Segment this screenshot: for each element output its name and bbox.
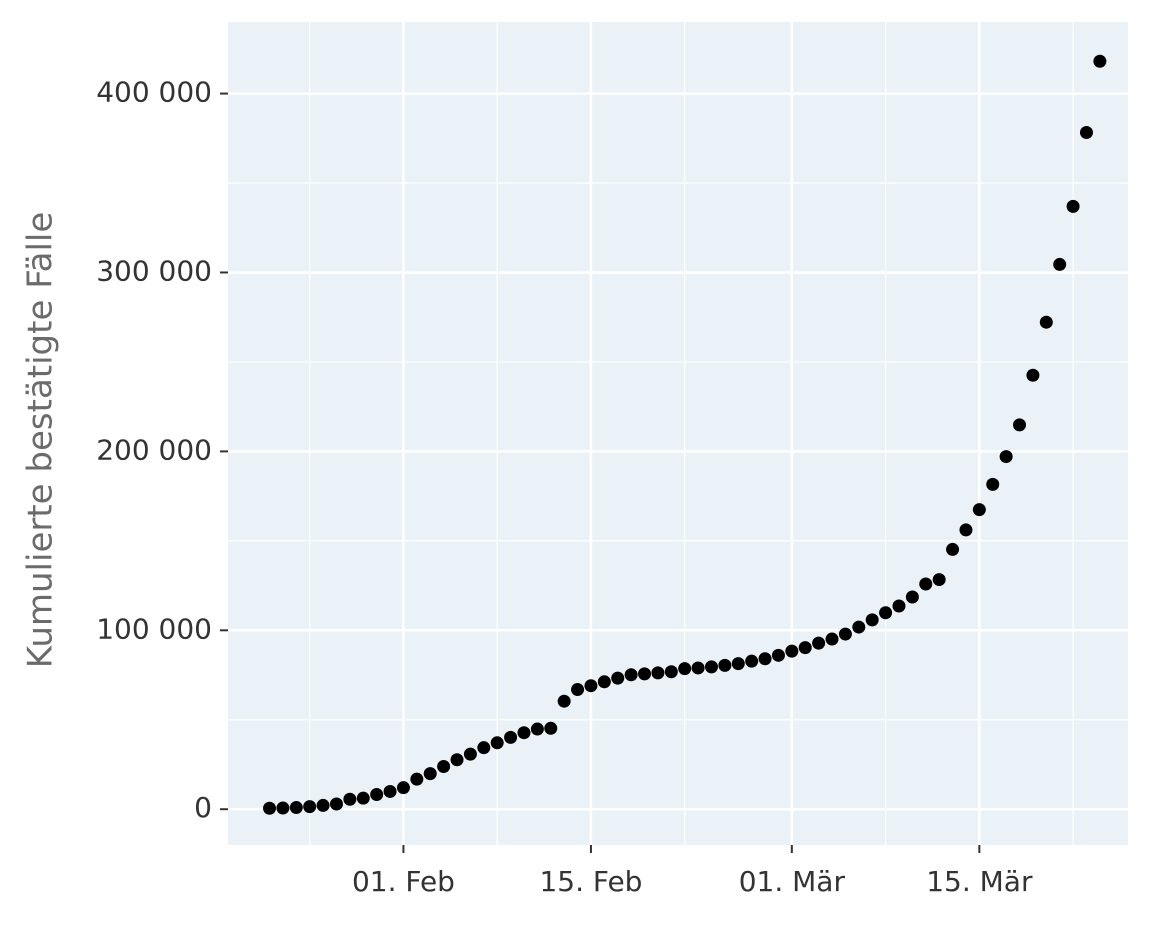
point bbox=[691, 661, 705, 675]
point bbox=[905, 590, 919, 604]
y-tick-label: 0 bbox=[194, 791, 212, 824]
point bbox=[410, 772, 424, 786]
point bbox=[986, 477, 1000, 491]
point bbox=[892, 599, 906, 613]
point bbox=[771, 648, 785, 662]
point bbox=[999, 450, 1013, 464]
point bbox=[704, 660, 718, 674]
point bbox=[504, 730, 518, 744]
point bbox=[798, 641, 812, 655]
point bbox=[289, 801, 303, 815]
point bbox=[638, 667, 652, 681]
point bbox=[758, 652, 772, 666]
point bbox=[852, 620, 866, 634]
point bbox=[477, 741, 491, 755]
point bbox=[1039, 315, 1053, 329]
point bbox=[276, 801, 290, 815]
point bbox=[1026, 368, 1040, 382]
point bbox=[865, 613, 879, 627]
y-tick-label: 300 000 bbox=[96, 254, 212, 287]
point bbox=[838, 627, 852, 641]
point bbox=[731, 657, 745, 671]
point bbox=[544, 721, 558, 735]
point bbox=[919, 577, 933, 591]
point bbox=[490, 736, 504, 750]
point bbox=[370, 787, 384, 801]
point bbox=[664, 665, 678, 679]
point bbox=[329, 797, 343, 811]
point bbox=[557, 694, 571, 708]
point bbox=[530, 722, 544, 736]
point bbox=[745, 654, 759, 668]
point bbox=[316, 798, 330, 812]
point bbox=[571, 683, 585, 697]
point bbox=[356, 791, 370, 805]
point bbox=[785, 644, 799, 658]
point bbox=[437, 759, 451, 773]
point bbox=[584, 679, 598, 693]
x-tick-label: 15. Mär bbox=[926, 865, 1033, 898]
point bbox=[678, 662, 692, 676]
plot-panel bbox=[228, 22, 1128, 845]
point bbox=[303, 800, 317, 814]
point bbox=[450, 753, 464, 767]
point bbox=[1093, 54, 1107, 68]
point bbox=[651, 666, 665, 680]
point bbox=[624, 668, 638, 682]
x-tick-label: 01. Mär bbox=[739, 865, 846, 898]
point bbox=[972, 503, 986, 517]
point bbox=[263, 801, 277, 815]
point bbox=[959, 523, 973, 537]
point bbox=[517, 726, 531, 740]
x-tick-label: 01. Feb bbox=[352, 865, 455, 898]
y-axis-title: Kumulierte bestätigte Fälle bbox=[21, 212, 61, 669]
point bbox=[718, 658, 732, 672]
y-tick-label: 200 000 bbox=[96, 433, 212, 466]
point bbox=[879, 606, 893, 620]
point bbox=[1066, 199, 1080, 213]
y-tick-label: 100 000 bbox=[96, 612, 212, 645]
point bbox=[932, 573, 946, 587]
point bbox=[812, 636, 826, 650]
point bbox=[1013, 418, 1027, 432]
point bbox=[396, 781, 410, 795]
x-tick-label: 15. Feb bbox=[539, 865, 642, 898]
point bbox=[946, 542, 960, 556]
point bbox=[611, 671, 625, 685]
point bbox=[383, 784, 397, 798]
point bbox=[463, 747, 477, 761]
point bbox=[1079, 126, 1093, 140]
point bbox=[1053, 257, 1067, 271]
point bbox=[343, 792, 357, 806]
point bbox=[423, 767, 437, 781]
y-tick-label: 400 000 bbox=[96, 76, 212, 109]
point bbox=[597, 675, 611, 689]
point bbox=[825, 632, 839, 646]
